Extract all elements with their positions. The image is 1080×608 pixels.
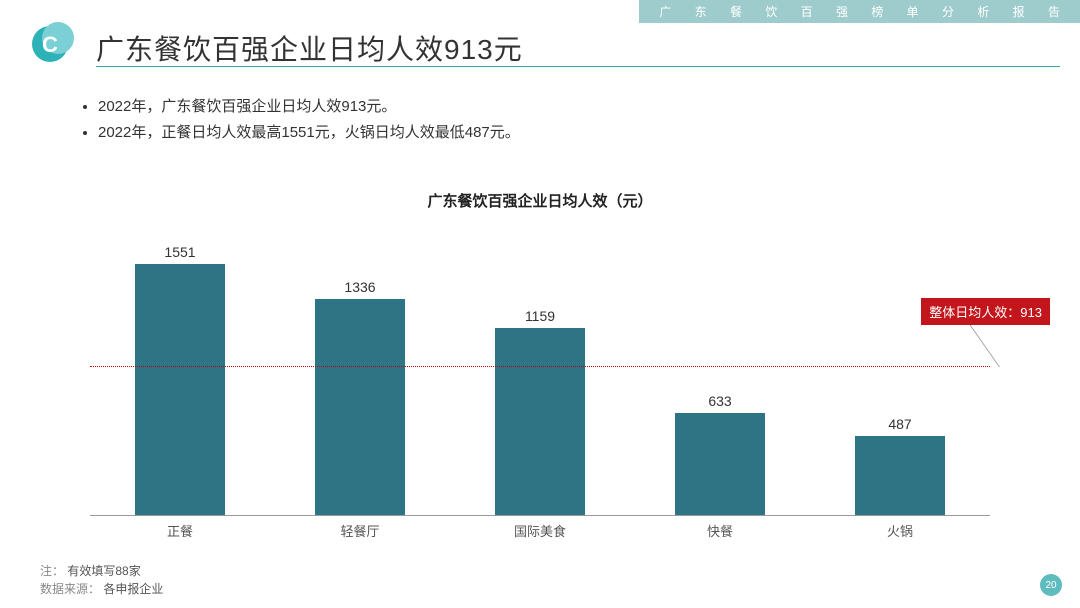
- bar-value-label: 1159: [480, 308, 600, 324]
- category-label: 轻餐厅: [300, 521, 420, 540]
- category-label: 快餐: [660, 521, 780, 540]
- bar: [135, 264, 225, 515]
- footnotes: 注： 有效填写88家 数据来源： 各申报企业: [40, 562, 163, 598]
- bar-value-label: 487: [840, 416, 960, 432]
- bar-chart: 1551正餐1336轻餐厅1159国际美食633快餐487火锅整体日均人效：91…: [90, 220, 990, 540]
- slide-logo: C: [32, 22, 72, 62]
- bullet-item: 2022年，广东餐饮百强企业日均人效913元。: [98, 94, 1040, 120]
- bar-value-label: 633: [660, 393, 780, 409]
- bullet-list: 2022年，广东餐饮百强企业日均人效913元。 2022年，正餐日均人效最高15…: [80, 94, 1040, 146]
- average-line: [90, 366, 990, 367]
- chart-baseline: [90, 515, 990, 516]
- source-label: 数据来源：: [40, 582, 100, 596]
- bar-value-label: 1336: [300, 279, 420, 295]
- average-badge: 整体日均人效：913: [921, 298, 1050, 325]
- title-underline: [96, 66, 1060, 67]
- page-number-badge: 20: [1040, 574, 1062, 596]
- bar: [495, 328, 585, 515]
- source-text: 各申报企业: [103, 582, 163, 596]
- category-label: 正餐: [120, 521, 240, 540]
- header-band: 广 东 餐 饮 百 强 榜 单 分 析 报 告: [639, 0, 1080, 23]
- category-label: 火锅: [840, 521, 960, 540]
- footnote-label: 注：: [40, 564, 64, 578]
- bullet-item: 2022年，正餐日均人效最高1551元，火锅日均人效最低487元。: [98, 120, 1040, 146]
- bar: [675, 413, 765, 515]
- bar: [855, 436, 945, 515]
- footnote-text: 有效填写88家: [67, 564, 140, 578]
- logo-letter: C: [42, 32, 58, 58]
- page-title: 广东餐饮百强企业日均人效913元: [96, 28, 523, 68]
- bar-value-label: 1551: [120, 244, 240, 260]
- bar: [315, 299, 405, 515]
- chart-title: 广东餐饮百强企业日均人效（元）: [0, 190, 1080, 211]
- category-label: 国际美食: [480, 521, 600, 540]
- average-connector: [911, 325, 1000, 367]
